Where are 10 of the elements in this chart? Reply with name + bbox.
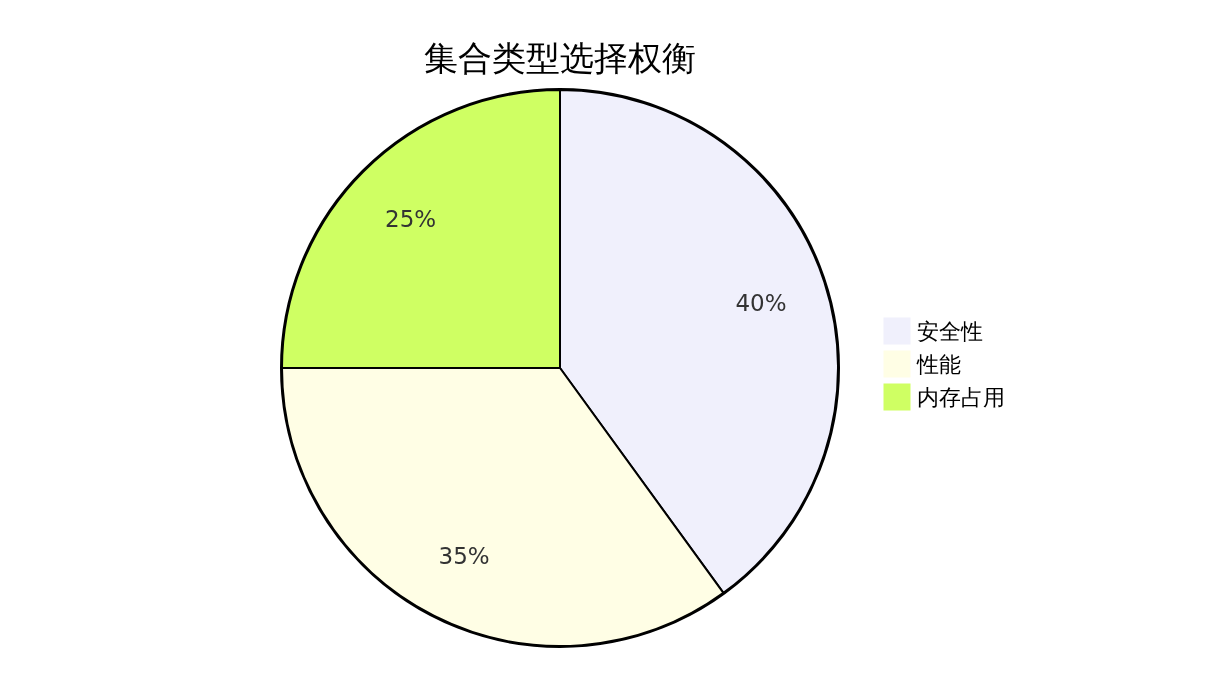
legend-item: 性能 <box>883 350 961 378</box>
chart-title: 集合类型选择权衡 <box>424 38 696 78</box>
legend-item: 内存占用 <box>883 383 1005 411</box>
legend-label: 内存占用 <box>917 385 1005 410</box>
slice-label: 安全性 <box>917 319 983 344</box>
data-label: 25% <box>385 205 437 232</box>
legend-item: 安全性 <box>883 317 983 345</box>
legend-label: 性能 <box>916 352 961 377</box>
data-label: 40% <box>735 289 787 316</box>
data-label: 35% <box>438 543 490 570</box>
